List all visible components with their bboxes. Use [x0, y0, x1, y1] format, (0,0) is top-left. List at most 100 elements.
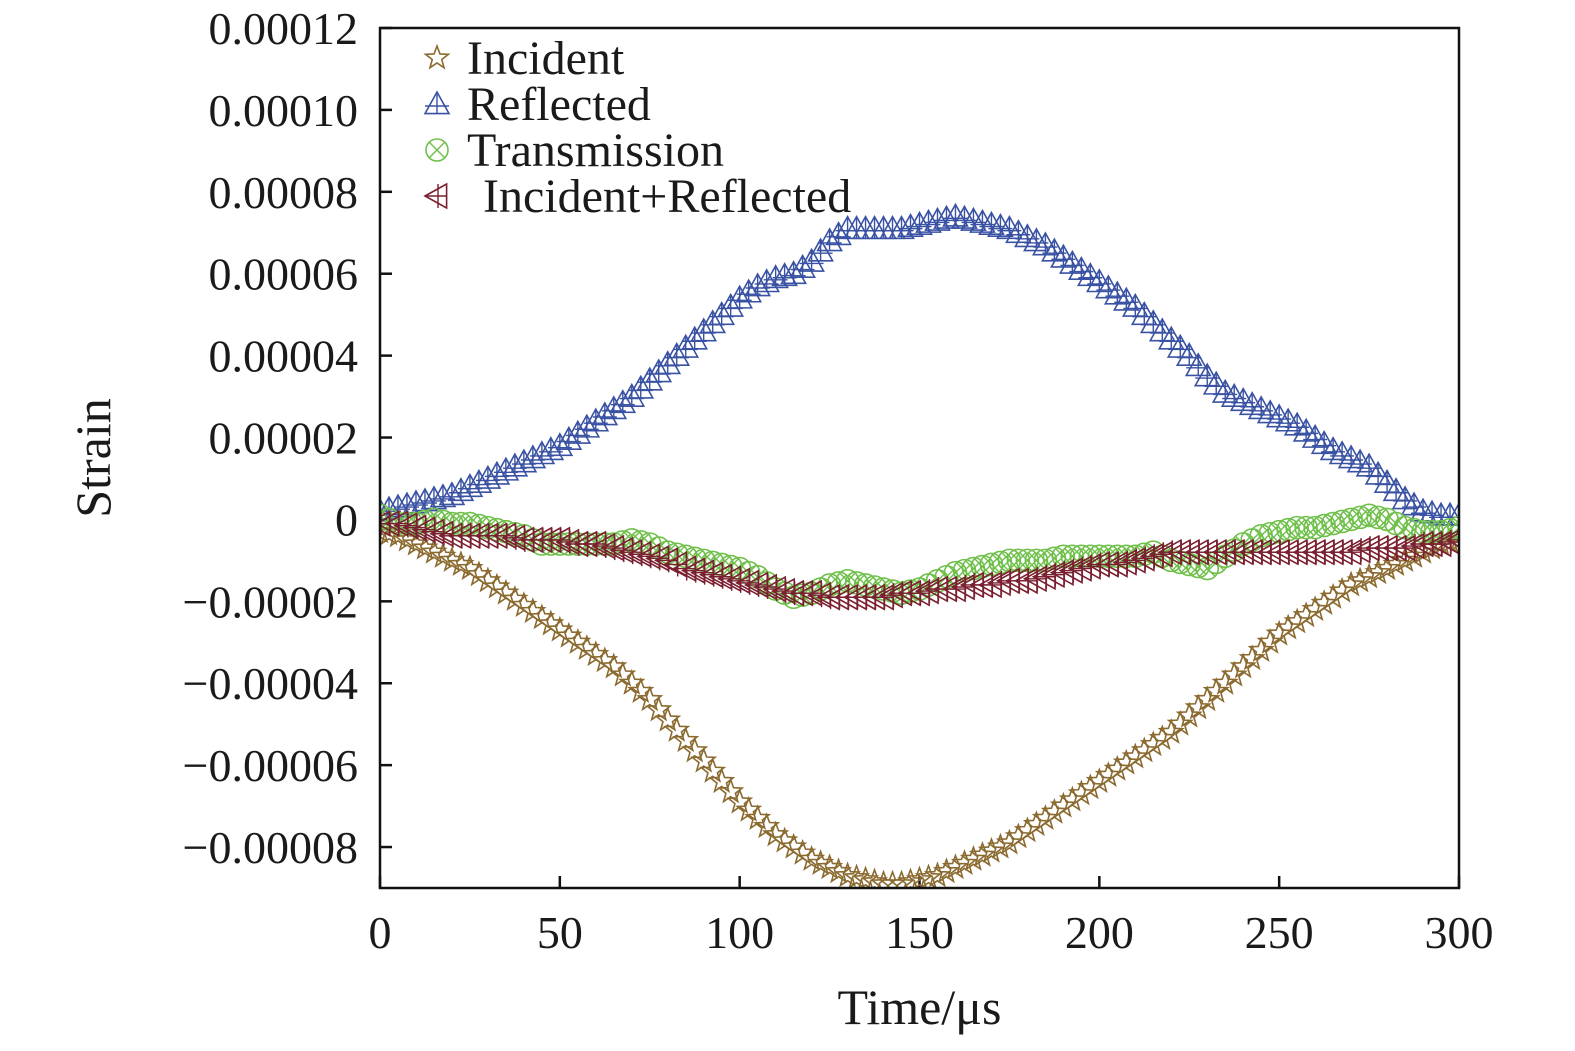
data-point-incident	[1337, 570, 1365, 597]
x-tick-label: 250	[1245, 907, 1314, 958]
data-point-incident	[654, 705, 682, 732]
data-point-incident	[1022, 810, 1050, 837]
data-point-incident	[833, 861, 862, 888]
y-tick-label: 0.00010	[209, 85, 359, 136]
x-tick-label: 0	[369, 907, 392, 958]
y-tick-label: 0	[335, 494, 358, 545]
data-point-incident	[842, 863, 871, 888]
x-axis-title: Time/μs	[838, 979, 1002, 1035]
legend-label: Incident+Reflected	[483, 170, 851, 223]
y-tick-label: −0.00002	[183, 576, 358, 627]
data-point-incident	[1283, 607, 1311, 634]
data-point-incident	[1112, 748, 1140, 775]
x-tick-label: 100	[705, 907, 774, 958]
data-point-incident	[429, 541, 457, 568]
y-tick-label: −0.00004	[183, 658, 358, 709]
legend-label: Incident	[467, 32, 625, 85]
data-point-incident	[1274, 613, 1302, 640]
data-point-incident	[968, 840, 997, 867]
data-point-incident	[1103, 754, 1131, 781]
data-point-incident	[420, 537, 448, 564]
y-tick-label: 0.00002	[209, 413, 359, 464]
data-point-incident	[1094, 761, 1122, 787]
data-point-incident	[905, 865, 934, 888]
y-tick-label: 0.00012	[209, 3, 359, 54]
data-point-incident	[1355, 562, 1383, 589]
data-point-incident	[1364, 558, 1392, 585]
data-point-incident	[986, 832, 1015, 859]
data-point-incident	[1148, 724, 1176, 751]
series-incident	[380, 517, 1459, 888]
y-tick-label: 0.00008	[209, 167, 359, 218]
y-tick-label: 0.00004	[209, 331, 359, 382]
data-point-incident	[1310, 589, 1338, 615]
data-point-incident	[815, 853, 844, 880]
legend-item-incident: Incident	[423, 32, 625, 85]
data-point-incident	[1058, 785, 1086, 812]
x-tick-label: 50	[537, 907, 583, 958]
data-point-reflected	[1445, 501, 1459, 526]
data-point-incident	[663, 716, 691, 742]
data-point-incident	[932, 857, 961, 884]
legend-marker-incident	[423, 43, 451, 70]
data-series	[380, 202, 1459, 888]
x-tick-label: 200	[1065, 907, 1134, 958]
data-point-incident	[806, 849, 835, 876]
legend-item-transmission: Transmission	[425, 124, 724, 177]
data-point-reflected	[1184, 352, 1212, 377]
series-incident-reflected	[380, 510, 1459, 611]
legend-marker-reflected	[423, 90, 451, 115]
data-point-transmission	[1285, 515, 1309, 540]
series-reflected	[380, 202, 1459, 526]
data-point-incident	[977, 836, 1006, 863]
data-point-incident	[1085, 767, 1113, 794]
data-point-incident	[1328, 576, 1356, 603]
data-point-incident	[824, 857, 853, 884]
data-point-incident	[1004, 822, 1033, 849]
data-point-incident	[645, 695, 673, 722]
data-point-incident	[447, 550, 475, 577]
legend-item-reflected: Reflected	[423, 78, 651, 131]
data-point-incident	[797, 845, 826, 871]
data-point-incident	[887, 869, 916, 888]
data-point-incident	[411, 533, 439, 560]
data-point-incident	[1346, 566, 1374, 593]
data-point-incident	[941, 853, 970, 880]
data-point-incident	[708, 767, 736, 794]
data-point-incident	[1031, 804, 1059, 830]
y-tick-label: 0.00006	[209, 249, 359, 300]
data-point-incident	[923, 861, 952, 888]
data-point-incident	[1265, 619, 1293, 646]
x-tick-label: 150	[885, 907, 954, 958]
data-point-incident	[1076, 773, 1104, 800]
data-point-incident	[995, 828, 1024, 855]
legend-label: Transmission	[467, 124, 724, 177]
data-point-incident	[1013, 816, 1042, 843]
data-point-incident	[699, 756, 727, 783]
data-point-incident	[402, 529, 430, 556]
data-point-incident	[1121, 742, 1149, 769]
data-point-incident	[681, 736, 709, 763]
data-point-incident	[1319, 582, 1347, 609]
legend-item-incident-reflected: Incident+Reflected	[423, 170, 851, 223]
data-point-incident	[1292, 601, 1320, 628]
data-point-incident	[1301, 595, 1329, 622]
data-point-incident	[717, 777, 745, 804]
y-axis-ticks: 0.00012 0.00010 0.00008 0.00006 0.00004 0.000…	[183, 3, 392, 873]
data-point-incident	[914, 863, 943, 888]
data-point-incident	[1049, 791, 1077, 818]
data-point-incident	[1139, 730, 1167, 757]
data-point-incident	[950, 849, 979, 876]
y-axis-title: Strain	[65, 398, 121, 517]
plot-frame	[378, 26, 1461, 890]
data-point-incident	[959, 845, 988, 871]
x-tick-label: 300	[1425, 907, 1494, 958]
data-point-incident	[1373, 554, 1401, 581]
y-tick-label: −0.00006	[183, 740, 358, 791]
data-point-incident	[1157, 718, 1185, 744]
data-point-incident	[672, 726, 700, 753]
legend-marker-transmission	[425, 138, 449, 162]
data-point-incident	[1040, 797, 1068, 824]
